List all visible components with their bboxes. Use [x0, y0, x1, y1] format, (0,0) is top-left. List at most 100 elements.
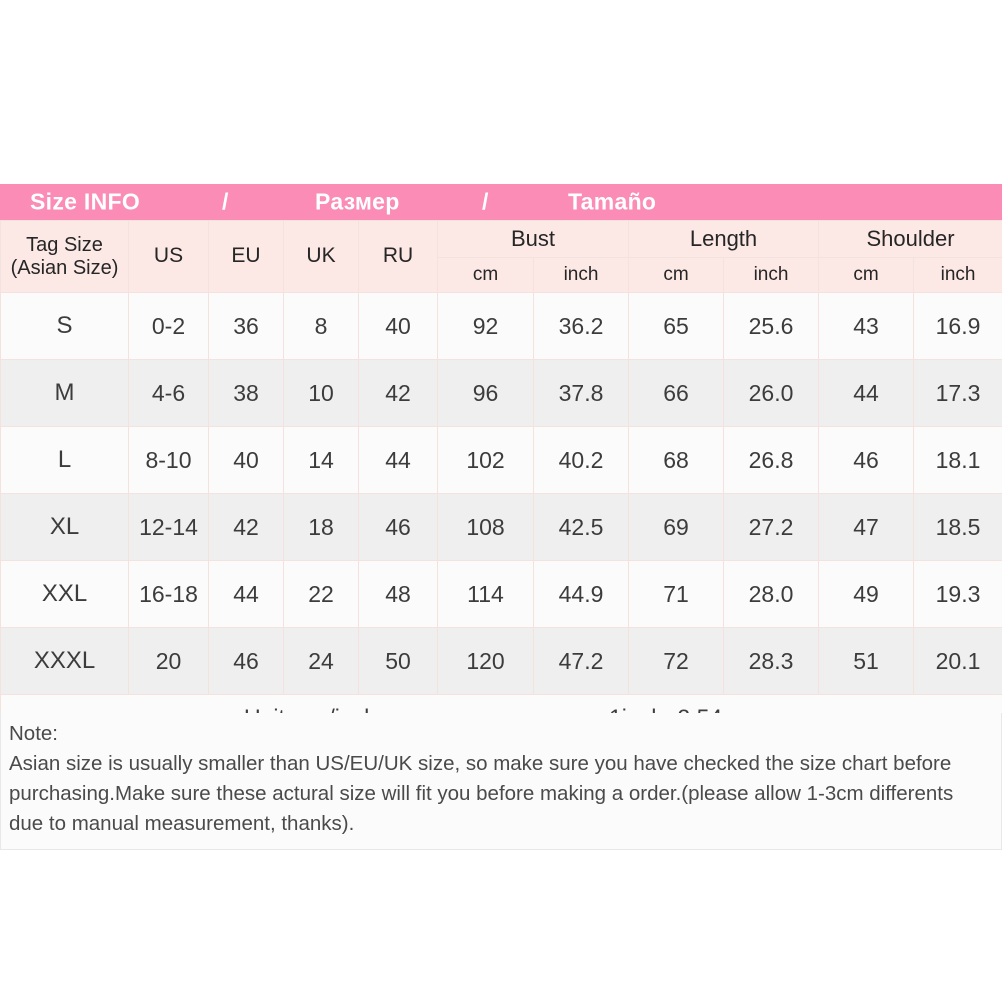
- table-body: S 0-2 36 8 40 92 36.2 65 25.6 43 16.9 M …: [0, 292, 1002, 742]
- cell-length-inch: 27.2: [722, 493, 820, 561]
- banner-title-spanish: Tamaño: [568, 188, 657, 215]
- cell-eu: 46: [208, 627, 284, 695]
- note-body: Asian size is usually smaller than US/EU…: [9, 752, 954, 835]
- cell-eu: 36: [208, 292, 284, 360]
- cell-us: 4-6: [128, 359, 209, 427]
- cell-length-inch: 26.0: [722, 359, 820, 427]
- cell-us: 12-14: [128, 493, 209, 561]
- header-group-bust: Bust: [437, 220, 629, 258]
- cell-shoulder-inch: 20.1: [913, 627, 1002, 695]
- cell-length-cm: 68: [628, 426, 724, 494]
- cell-shoulder-inch: 17.3: [913, 359, 1002, 427]
- cell-shoulder-cm: 44: [818, 359, 915, 427]
- cell-shoulder-cm: 51: [818, 627, 915, 695]
- header-row-groups: Tag Size (Asian Size) US EU UK RU Bust L…: [0, 220, 1002, 293]
- header-row-units: cm inch cm inch cm inch: [1, 257, 1002, 293]
- cell-bust-inch: 37.8: [533, 359, 629, 427]
- cell-length-cm: 71: [628, 560, 724, 628]
- cell-us: 8-10: [128, 426, 209, 494]
- cell-length-inch: 25.6: [722, 292, 820, 360]
- cell-bust-cm: 96: [437, 359, 534, 427]
- header-tag-size: Tag Size (Asian Size): [0, 220, 129, 293]
- cell-uk: 10: [283, 359, 359, 427]
- banner-separator-2: /: [482, 188, 489, 215]
- cell-ru: 46: [358, 493, 438, 561]
- cell-eu: 40: [208, 426, 284, 494]
- cell-shoulder-cm: 49: [818, 560, 915, 628]
- size-info-banner: Size INFO / Размер / Tamaño: [0, 184, 1002, 220]
- header-shoulder-cm: cm: [818, 257, 915, 293]
- cell-bust-cm: 108: [437, 493, 534, 561]
- cell-bust-cm: 120: [437, 627, 534, 695]
- note-heading: Note:: [9, 722, 58, 745]
- cell-eu: 42: [208, 493, 284, 561]
- cell-bust-cm: 114: [437, 560, 534, 628]
- cell-shoulder-inch: 18.1: [913, 426, 1002, 494]
- cell-length-cm: 65: [628, 292, 724, 360]
- cell-shoulder-cm: 47: [818, 493, 915, 561]
- table-row: XXXL 20 46 24 50 120 47.2 72 28.3 51 20.…: [0, 627, 1002, 695]
- cell-length-cm: 72: [628, 627, 724, 695]
- cell-length-inch: 28.0: [722, 560, 820, 628]
- header-group-shoulder: Shoulder: [818, 220, 1002, 258]
- cell-uk: 18: [283, 493, 359, 561]
- cell-bust-cm: 102: [437, 426, 534, 494]
- cell-uk: 14: [283, 426, 359, 494]
- cell-ru: 50: [358, 627, 438, 695]
- cell-length-inch: 28.3: [722, 627, 820, 695]
- header-bust-cm: cm: [437, 257, 534, 293]
- header-shoulder-inch: inch: [913, 257, 1002, 293]
- banner-separator-1: /: [222, 188, 229, 215]
- header-group-length: Length: [627, 220, 820, 258]
- table-row: XL 12-14 42 18 46 108 42.5 69 27.2 47 18…: [0, 493, 1002, 561]
- cell-length-cm: 66: [628, 359, 724, 427]
- note-block: Note: Asian size is usually smaller than…: [0, 713, 1002, 850]
- cell-shoulder-inch: 16.9: [913, 292, 1002, 360]
- cell-size: XXXL: [0, 627, 129, 695]
- header-uk: UK: [283, 220, 359, 293]
- banner-title-english: Size INFO: [30, 188, 141, 215]
- cell-us: 0-2: [128, 292, 209, 360]
- cell-shoulder-cm: 46: [818, 426, 915, 494]
- cell-shoulder-inch: 18.5: [913, 493, 1002, 561]
- table-row: L 8-10 40 14 44 102 40.2 68 26.8 46 18.1: [0, 426, 1002, 494]
- cell-bust-inch: 44.9: [533, 560, 629, 628]
- header-length-cm: cm: [628, 257, 724, 293]
- cell-us: 20: [128, 627, 209, 695]
- cell-eu: 44: [208, 560, 284, 628]
- cell-length-inch: 26.8: [722, 426, 820, 494]
- cell-bust-inch: 47.2: [533, 627, 629, 695]
- header-length-inch: inch: [722, 257, 820, 293]
- cell-ru: 44: [358, 426, 438, 494]
- cell-ru: 42: [358, 359, 438, 427]
- cell-ru: 40: [358, 292, 438, 360]
- cell-size: L: [0, 426, 129, 494]
- cell-size: XL: [0, 493, 129, 561]
- cell-bust-inch: 40.2: [533, 426, 629, 494]
- header-us: US: [128, 220, 209, 293]
- cell-size: XXL: [0, 560, 129, 628]
- tag-size-line-2: (Asian Size): [10, 256, 119, 279]
- cell-shoulder-inch: 19.3: [913, 560, 1002, 628]
- cell-uk: 8: [283, 292, 359, 360]
- banner-title-russian: Размер: [315, 188, 400, 215]
- cell-us: 16-18: [128, 560, 209, 628]
- table-row: M 4-6 38 10 42 96 37.8 66 26.0 44 17.3: [0, 359, 1002, 427]
- table-header: Tag Size (Asian Size) US EU UK RU Bust L…: [0, 220, 1002, 293]
- cell-size: S: [0, 292, 129, 360]
- cell-eu: 38: [208, 359, 284, 427]
- cell-uk: 22: [283, 560, 359, 628]
- header-ru: RU: [358, 220, 438, 293]
- cell-bust-inch: 36.2: [533, 292, 629, 360]
- cell-length-cm: 69: [628, 493, 724, 561]
- table-row: S 0-2 36 8 40 92 36.2 65 25.6 43 16.9: [0, 292, 1002, 360]
- cell-size: M: [0, 359, 129, 427]
- size-chart-table: Tag Size (Asian Size) US EU UK RU Bust L…: [0, 220, 1002, 742]
- cell-bust-inch: 42.5: [533, 493, 629, 561]
- cell-bust-cm: 92: [437, 292, 534, 360]
- header-eu: EU: [208, 220, 284, 293]
- header-bust-inch: inch: [533, 257, 629, 293]
- table-row: XXL 16-18 44 22 48 114 44.9 71 28.0 49 1…: [0, 560, 1002, 628]
- tag-size-line-1: Tag Size: [26, 233, 103, 256]
